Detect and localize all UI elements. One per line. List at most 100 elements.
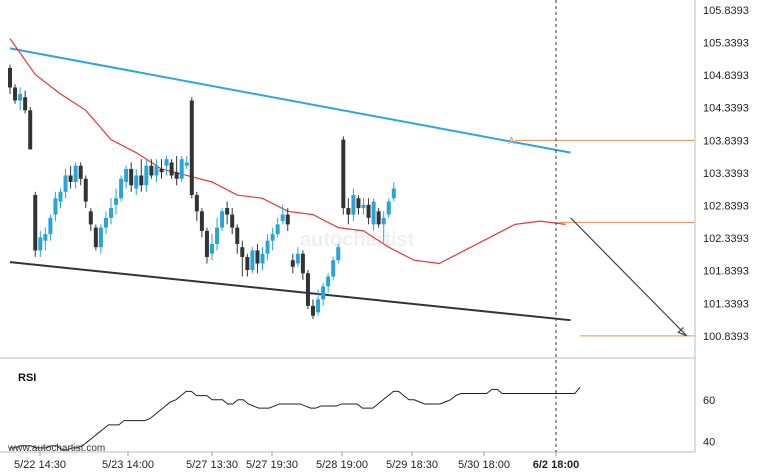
candle-body: [98, 227, 103, 248]
candle-body: [114, 198, 119, 205]
candle-body: [285, 214, 290, 225]
candle-body: [8, 67, 12, 88]
price-tick-label: 103.3393: [703, 168, 749, 180]
candle-body: [78, 165, 83, 179]
candle-body: [386, 201, 391, 215]
candle-body: [134, 175, 139, 189]
time-tick-label: 5/22 14:30: [14, 459, 66, 471]
candle-body: [189, 100, 194, 196]
candle-body: [53, 198, 58, 215]
candle-body: [33, 195, 38, 251]
candle-body: [351, 195, 356, 215]
candle-body: [270, 234, 275, 241]
candle-body: [93, 227, 98, 248]
price-tick-label: 102.8393: [703, 201, 749, 213]
candle-body: [305, 273, 310, 306]
rsi-line: [10, 386, 581, 451]
candle-body: [63, 175, 68, 192]
candle-body: [295, 253, 300, 264]
candle-body: [275, 224, 280, 235]
candle-body: [119, 178, 124, 199]
watermark-logo: autochartist: [300, 229, 415, 251]
candle-body: [326, 276, 331, 287]
candle-body: [164, 159, 169, 166]
candle-body: [124, 168, 129, 182]
candle-body: [103, 217, 108, 228]
candle-body: [316, 299, 321, 313]
candle-body: [18, 94, 23, 101]
candle-body: [109, 208, 113, 218]
candle-body: [88, 211, 93, 225]
candle-body: [260, 253, 265, 264]
candle-body: [83, 178, 88, 202]
candle-body: [225, 208, 230, 215]
candle-body: [129, 168, 134, 186]
candle-body: [169, 162, 174, 176]
candle-body: [331, 260, 336, 277]
channel-lower-line: [9, 261, 571, 322]
price-tick-label: 105.8393: [703, 5, 749, 17]
candle-body: [154, 165, 159, 176]
candle-body: [290, 260, 295, 267]
candle-body: [366, 204, 371, 218]
candle-body: [194, 195, 199, 212]
candle-body: [321, 286, 326, 300]
projection-arrow-line: [570, 217, 688, 337]
pattern-point-label: A: [508, 136, 515, 147]
time-tick-label: 6/2 18:00: [533, 459, 579, 471]
candle-body: [204, 230, 209, 257]
candle-body: [341, 139, 346, 209]
candle-body: [255, 250, 260, 264]
candle-body: [391, 188, 396, 199]
time-tick-label: 5/29 18:30: [386, 459, 438, 471]
candle-body: [199, 211, 204, 231]
candle-body: [48, 217, 53, 235]
candle-body: [235, 227, 240, 244]
candle-body: [43, 234, 48, 241]
price-tick-label: 103.8393: [703, 135, 749, 147]
candle-body: [184, 162, 189, 166]
candle-body: [159, 168, 164, 173]
price-tick-label: 102.3393: [703, 233, 749, 245]
candle-body: [174, 172, 179, 179]
candle-body: [361, 204, 366, 209]
candle-body: [265, 240, 270, 254]
candle-body: [240, 247, 245, 257]
rsi-tick-label: 60: [703, 395, 715, 407]
time-tick-label: 5/30 18:00: [458, 459, 510, 471]
time-tick-label: 5/27 19:30: [246, 459, 298, 471]
candle-body: [210, 243, 214, 254]
price-tick-label: 105.3393: [703, 38, 749, 50]
candle-body: [13, 87, 18, 101]
watermark-url: www.autochartist.com: [7, 443, 105, 454]
candle-body: [250, 250, 255, 270]
candle-body: [300, 253, 305, 274]
candle-body: [381, 217, 386, 225]
candle-body: [220, 211, 225, 228]
channel-upper-line: [9, 47, 571, 154]
candle-body: [23, 97, 28, 111]
candle-body: [144, 165, 149, 186]
projection-arrow-head: [677, 327, 687, 337]
time-tick-label: 5/27 13:30: [186, 459, 238, 471]
candle-body: [356, 198, 361, 209]
candle-body: [280, 214, 285, 222]
price-tick-label: 104.8393: [703, 70, 749, 82]
candle-body: [139, 175, 144, 186]
candle-body: [68, 175, 73, 182]
price-tick-label: 104.3393: [703, 103, 749, 115]
candle-body: [346, 208, 351, 215]
candle-body: [73, 165, 78, 182]
candle-body: [179, 159, 184, 179]
candle-body: [38, 237, 43, 251]
time-tick-label: 5/23 14:00: [102, 459, 154, 471]
candle-body: [311, 305, 315, 316]
candle-body: [149, 165, 154, 176]
candle-body: [28, 110, 33, 150]
candle-body: [245, 256, 250, 270]
rsi-tick-label: 40: [703, 437, 715, 449]
candle-body: [58, 191, 63, 202]
candle-body: [371, 201, 376, 225]
rsi-title: RSI: [18, 372, 36, 384]
